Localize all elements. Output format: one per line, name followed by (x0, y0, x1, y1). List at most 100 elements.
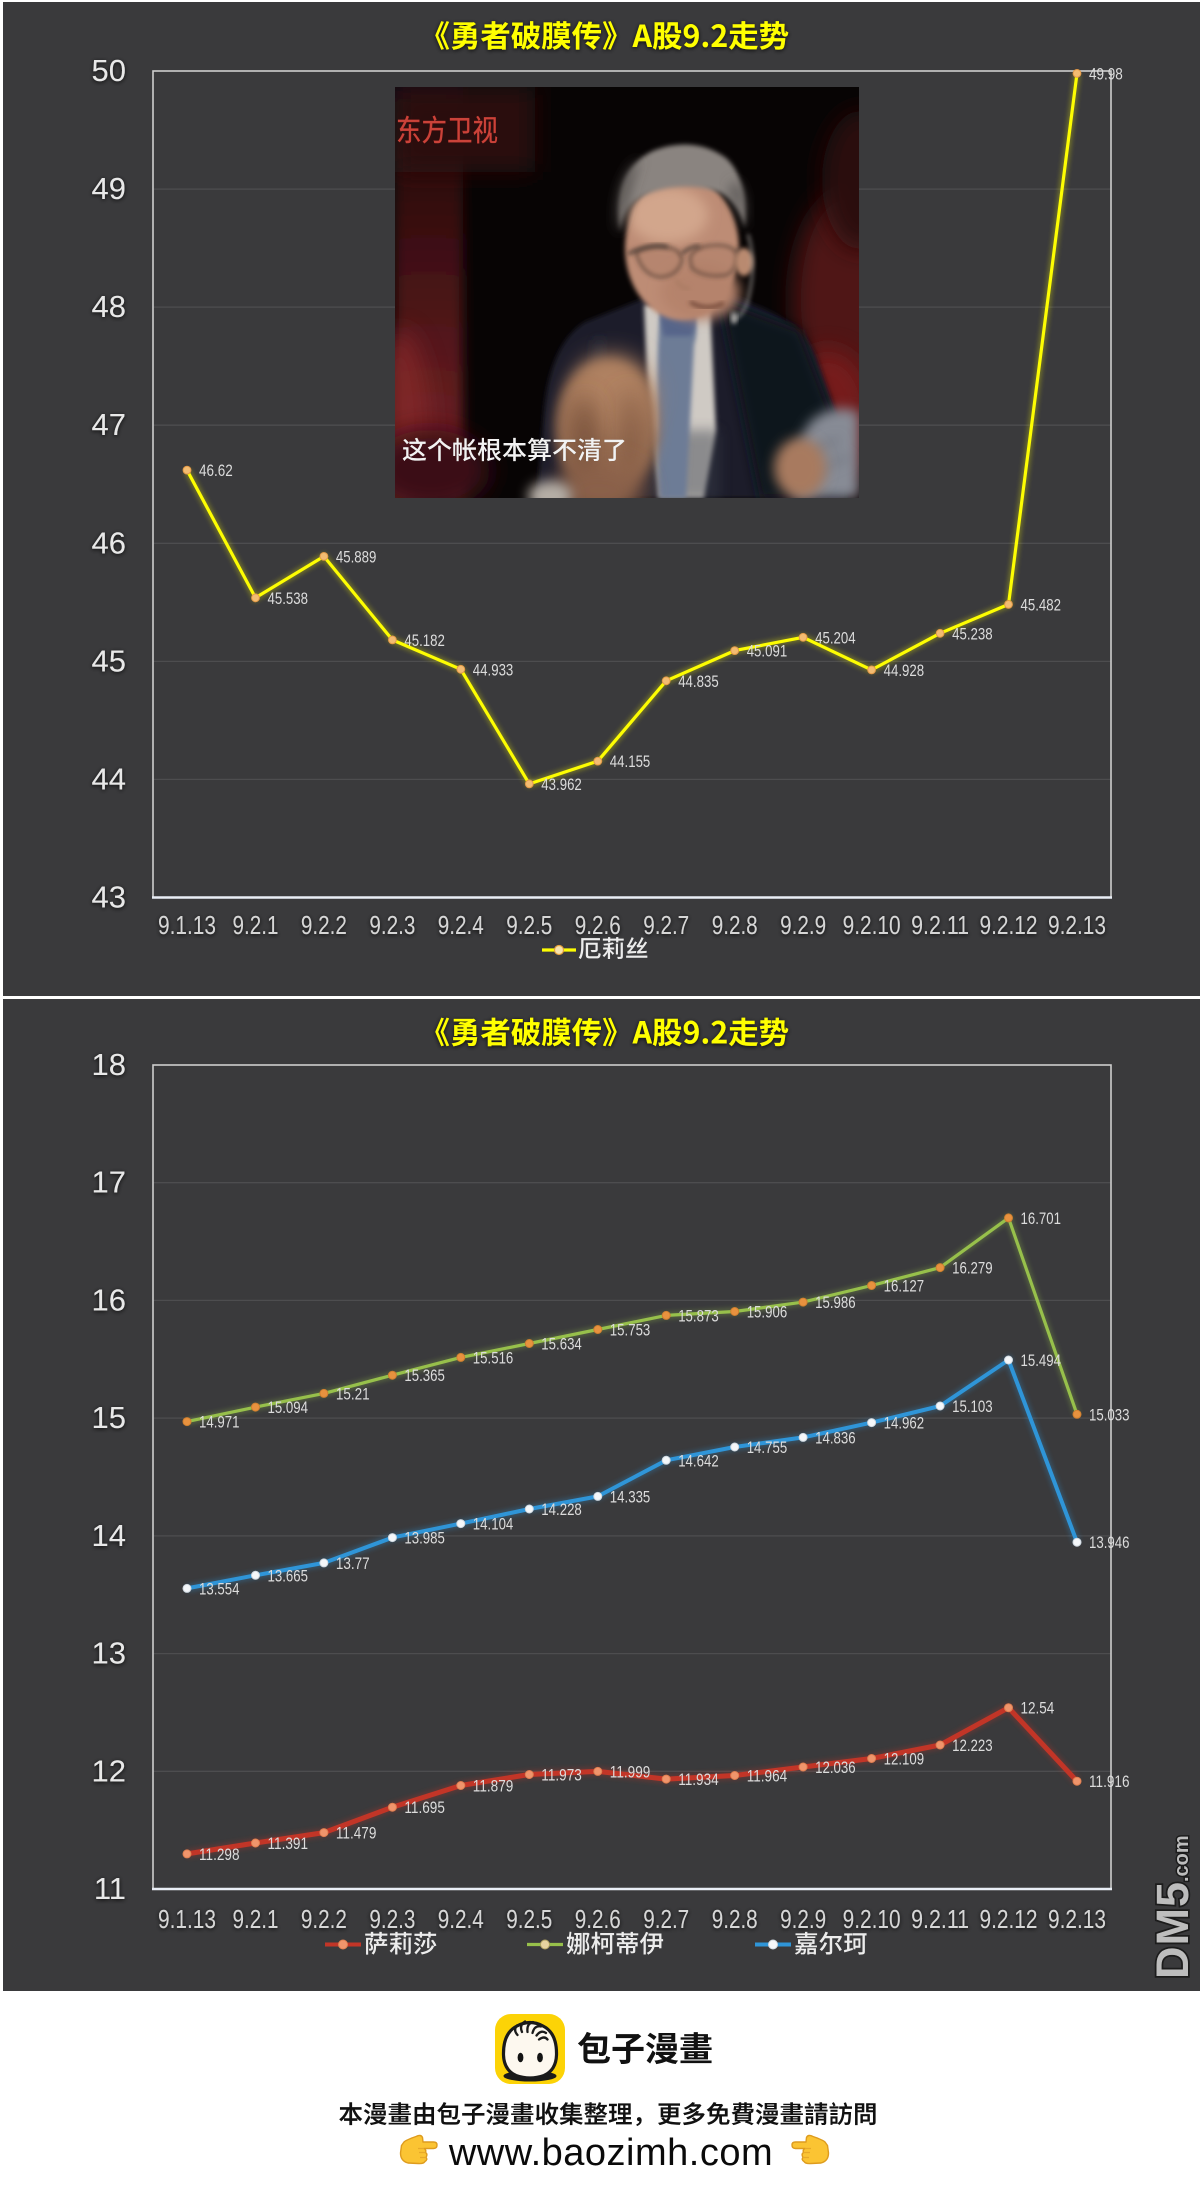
svg-text:45.482: 45.482 (1021, 596, 1062, 614)
svg-text:13.665: 13.665 (268, 1567, 309, 1585)
svg-text:12: 12 (92, 1753, 126, 1788)
svg-text:14.962: 14.962 (884, 1415, 925, 1433)
svg-text:14: 14 (92, 1518, 126, 1553)
svg-text:15: 15 (92, 1400, 126, 1435)
svg-text:9.2.1: 9.2.1 (233, 910, 279, 940)
svg-text:9.2.1: 9.2.1 (233, 1904, 279, 1934)
svg-text:17: 17 (92, 1165, 126, 1200)
svg-text:12.109: 12.109 (884, 1751, 925, 1769)
svg-text:9.2.7: 9.2.7 (643, 910, 689, 940)
svg-text:16.127: 16.127 (884, 1278, 925, 1296)
svg-text:9.2.6: 9.2.6 (575, 910, 621, 940)
svg-text:9.2.11: 9.2.11 (911, 910, 969, 940)
svg-text:49: 49 (92, 171, 126, 206)
svg-text:.com: .com (1171, 1835, 1193, 1882)
svg-text:15.033: 15.033 (1089, 1406, 1130, 1424)
svg-text:9.2.4: 9.2.4 (438, 1904, 484, 1934)
svg-text:13.985: 13.985 (404, 1530, 445, 1548)
svg-text:12.036: 12.036 (815, 1759, 856, 1777)
svg-text:12.54: 12.54 (1021, 1700, 1055, 1718)
svg-text:11.695: 11.695 (404, 1799, 445, 1817)
svg-text:9.1.13: 9.1.13 (158, 1904, 216, 1934)
svg-text:www.baozimh.com: www.baozimh.com (448, 2132, 773, 2174)
svg-text:45.091: 45.091 (747, 643, 788, 661)
svg-text:14.755: 14.755 (747, 1439, 788, 1457)
svg-text:15.494: 15.494 (1021, 1352, 1062, 1370)
svg-text:14.104: 14.104 (473, 1516, 514, 1534)
svg-text:14.971: 14.971 (199, 1414, 240, 1432)
svg-text:15.365: 15.365 (404, 1367, 445, 1385)
svg-text:9.2.2: 9.2.2 (301, 1904, 347, 1934)
svg-text:45.182: 45.182 (404, 632, 445, 650)
svg-text:9.2.3: 9.2.3 (369, 910, 415, 940)
svg-text:15.986: 15.986 (815, 1294, 856, 1312)
svg-text:15.516: 15.516 (473, 1349, 514, 1367)
svg-text:9.2.11: 9.2.11 (911, 1904, 969, 1934)
svg-text:9.2.2: 9.2.2 (301, 910, 347, 940)
svg-text:9.1.13: 9.1.13 (158, 910, 216, 940)
svg-text:13.946: 13.946 (1089, 1534, 1130, 1552)
svg-text:15.21: 15.21 (336, 1385, 370, 1403)
svg-text:16.701: 16.701 (1021, 1210, 1062, 1228)
svg-text:15.103: 15.103 (952, 1398, 993, 1416)
svg-text:50: 50 (92, 53, 126, 88)
svg-text:44: 44 (92, 761, 126, 796)
svg-text:11.879: 11.879 (473, 1778, 514, 1796)
svg-text:45: 45 (92, 643, 126, 678)
svg-text:9.2.12: 9.2.12 (980, 910, 1038, 940)
svg-text:14.642: 14.642 (678, 1452, 719, 1470)
svg-text:9.2.9: 9.2.9 (780, 910, 826, 940)
svg-text:9.2.12: 9.2.12 (980, 1904, 1038, 1934)
svg-text:11.934: 11.934 (678, 1771, 719, 1789)
svg-text:9.2.10: 9.2.10 (843, 1904, 901, 1934)
svg-text:13: 13 (92, 1636, 126, 1671)
svg-text:43.962: 43.962 (541, 776, 582, 794)
svg-text:11.391: 11.391 (268, 1835, 309, 1853)
svg-text:9.2.7: 9.2.7 (643, 1904, 689, 1934)
svg-text:9.2.5: 9.2.5 (506, 910, 552, 940)
svg-text:9.2.8: 9.2.8 (712, 1904, 758, 1934)
svg-text:44.835: 44.835 (678, 673, 719, 691)
svg-text:9.2.10: 9.2.10 (843, 910, 901, 940)
svg-text:13.554: 13.554 (199, 1580, 240, 1598)
svg-text:16.279: 16.279 (952, 1260, 993, 1278)
svg-text:14.335: 14.335 (610, 1488, 651, 1506)
svg-text:9.2.5: 9.2.5 (506, 1904, 552, 1934)
svg-text:9.2.9: 9.2.9 (780, 1904, 826, 1934)
svg-text:47: 47 (92, 407, 126, 442)
svg-text:9.2.8: 9.2.8 (712, 910, 758, 940)
svg-text:15.094: 15.094 (268, 1399, 309, 1417)
svg-text:44.933: 44.933 (473, 661, 514, 679)
svg-text:49.98: 49.98 (1089, 65, 1123, 83)
svg-text:9.2.4: 9.2.4 (438, 910, 484, 940)
svg-text:11.916: 11.916 (1089, 1773, 1130, 1791)
svg-text:13.77: 13.77 (336, 1555, 370, 1573)
svg-text:45.204: 45.204 (815, 629, 856, 647)
svg-text:48: 48 (92, 289, 126, 324)
svg-text:11.973: 11.973 (541, 1767, 582, 1785)
svg-text:9.2.13: 9.2.13 (1048, 910, 1106, 940)
svg-text:15.873: 15.873 (678, 1307, 719, 1325)
svg-text:44.928: 44.928 (884, 662, 925, 680)
svg-text:11.964: 11.964 (747, 1768, 788, 1786)
svg-text:45.238: 45.238 (952, 625, 993, 643)
svg-text:9.2.3: 9.2.3 (369, 1904, 415, 1934)
svg-text:15.634: 15.634 (541, 1336, 582, 1354)
svg-text:11.479: 11.479 (336, 1825, 377, 1843)
svg-text:11.298: 11.298 (199, 1846, 240, 1864)
svg-text:15.753: 15.753 (610, 1322, 651, 1340)
svg-text:18: 18 (92, 1047, 126, 1082)
svg-text:14.836: 14.836 (815, 1429, 856, 1447)
svg-text:12.223: 12.223 (952, 1737, 993, 1755)
svg-text:14.228: 14.228 (541, 1501, 582, 1519)
svg-text:9.2.13: 9.2.13 (1048, 1904, 1106, 1934)
svg-text:11: 11 (94, 1871, 126, 1906)
svg-text:45.889: 45.889 (336, 548, 377, 566)
svg-text:46.62: 46.62 (199, 462, 233, 480)
svg-text:9.2.6: 9.2.6 (575, 1904, 621, 1934)
svg-text:46: 46 (92, 525, 126, 560)
svg-text:45.538: 45.538 (268, 590, 309, 608)
svg-text:DM5: DM5 (1147, 1881, 1198, 1979)
svg-text:44.155: 44.155 (610, 753, 651, 771)
svg-text:15.906: 15.906 (747, 1304, 788, 1322)
